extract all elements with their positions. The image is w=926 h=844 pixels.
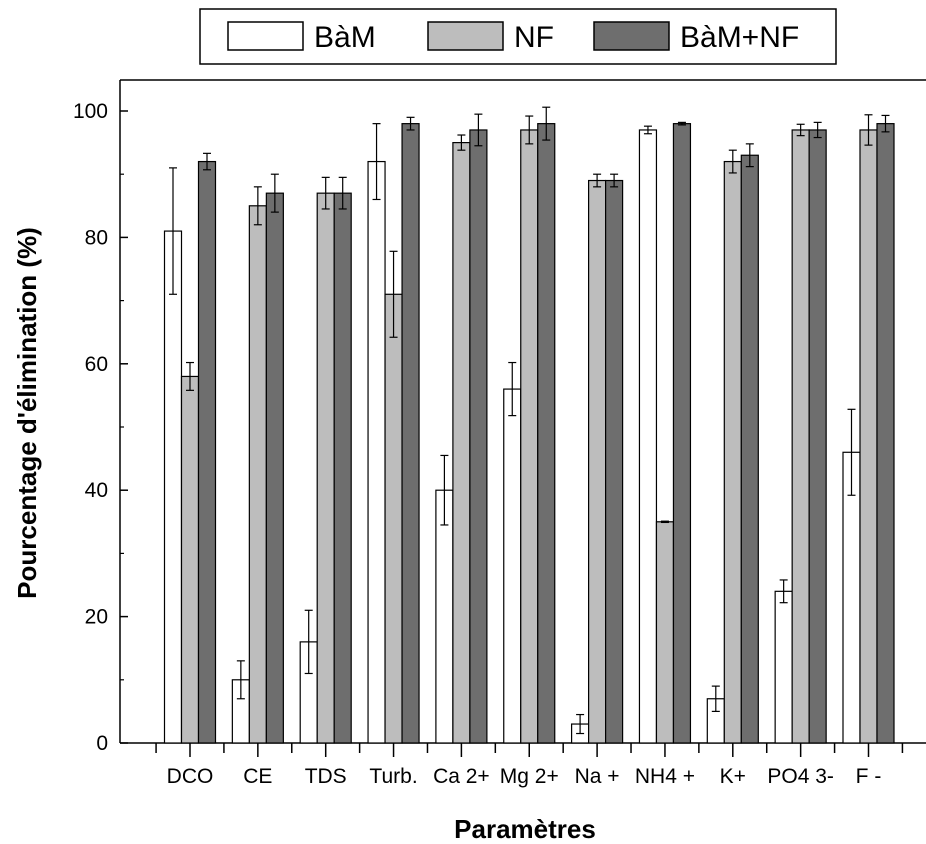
y-tick-label: 80 — [85, 226, 108, 249]
bar — [672, 123, 692, 744]
bar — [384, 293, 403, 744]
bar — [842, 451, 861, 744]
x-tick-label: Turb. — [369, 765, 417, 788]
bar — [333, 192, 352, 744]
y-tick-label: 60 — [85, 353, 108, 376]
y-tick-label: 20 — [85, 606, 108, 629]
legend-swatch-bam — [227, 21, 304, 51]
bar — [265, 192, 284, 744]
bar — [587, 179, 607, 744]
bar — [367, 160, 386, 744]
bar — [774, 590, 793, 744]
bar — [808, 129, 827, 744]
legend-frame — [199, 8, 837, 65]
x-tick-label: Na + — [575, 765, 620, 788]
x-tick-label: Mg 2+ — [500, 765, 559, 788]
bar — [537, 123, 556, 744]
bar — [469, 129, 488, 744]
bar — [248, 205, 267, 744]
legend-label-nf: NF — [514, 21, 554, 54]
bar — [859, 129, 878, 744]
x-tick-label: TDS — [305, 765, 347, 788]
x-tick-label: NH4 + — [635, 765, 695, 788]
bar — [197, 160, 217, 744]
legend: BàM NF BàM+NF — [199, 8, 837, 65]
bar — [740, 154, 759, 744]
x-tick-label: K+ — [720, 765, 746, 788]
legend-label-bam-nf: BàM+NF — [680, 21, 799, 54]
y-tick-label: 40 — [85, 479, 108, 502]
bar — [452, 142, 471, 744]
y-tick-label: 0 — [96, 732, 108, 755]
bar — [604, 179, 624, 744]
bar — [655, 521, 675, 744]
plot-area: 0 20 40 60 80 100 DCO CE TDS Turb. Ca 2+ Mg 2+ Na + N… — [73, 79, 926, 788]
bar — [503, 388, 522, 744]
x-axis-title: Paramètres — [454, 814, 596, 844]
bar — [163, 230, 183, 744]
bar — [876, 123, 895, 744]
x-tick-label: PO4 3- — [767, 765, 834, 788]
bar — [401, 123, 420, 744]
x-tick-label: F - — [856, 765, 882, 788]
bar — [723, 160, 742, 744]
bar — [638, 129, 658, 744]
x-tick-label: Ca 2+ — [433, 765, 490, 788]
bar — [180, 375, 200, 744]
bar — [791, 129, 810, 744]
y-tick-label: 100 — [73, 100, 108, 123]
y-axis-title: Pourcentage d'élimination (%) — [12, 227, 42, 599]
x-tick-label: DCO — [167, 765, 214, 788]
legend-label-bam: BàM — [314, 21, 376, 54]
x-tick-label: CE — [243, 765, 272, 788]
legend-swatch-bam-nf — [593, 21, 670, 51]
legend-swatch-nf — [427, 21, 504, 51]
bar — [520, 129, 539, 744]
bar — [316, 192, 335, 744]
bar — [435, 489, 454, 744]
